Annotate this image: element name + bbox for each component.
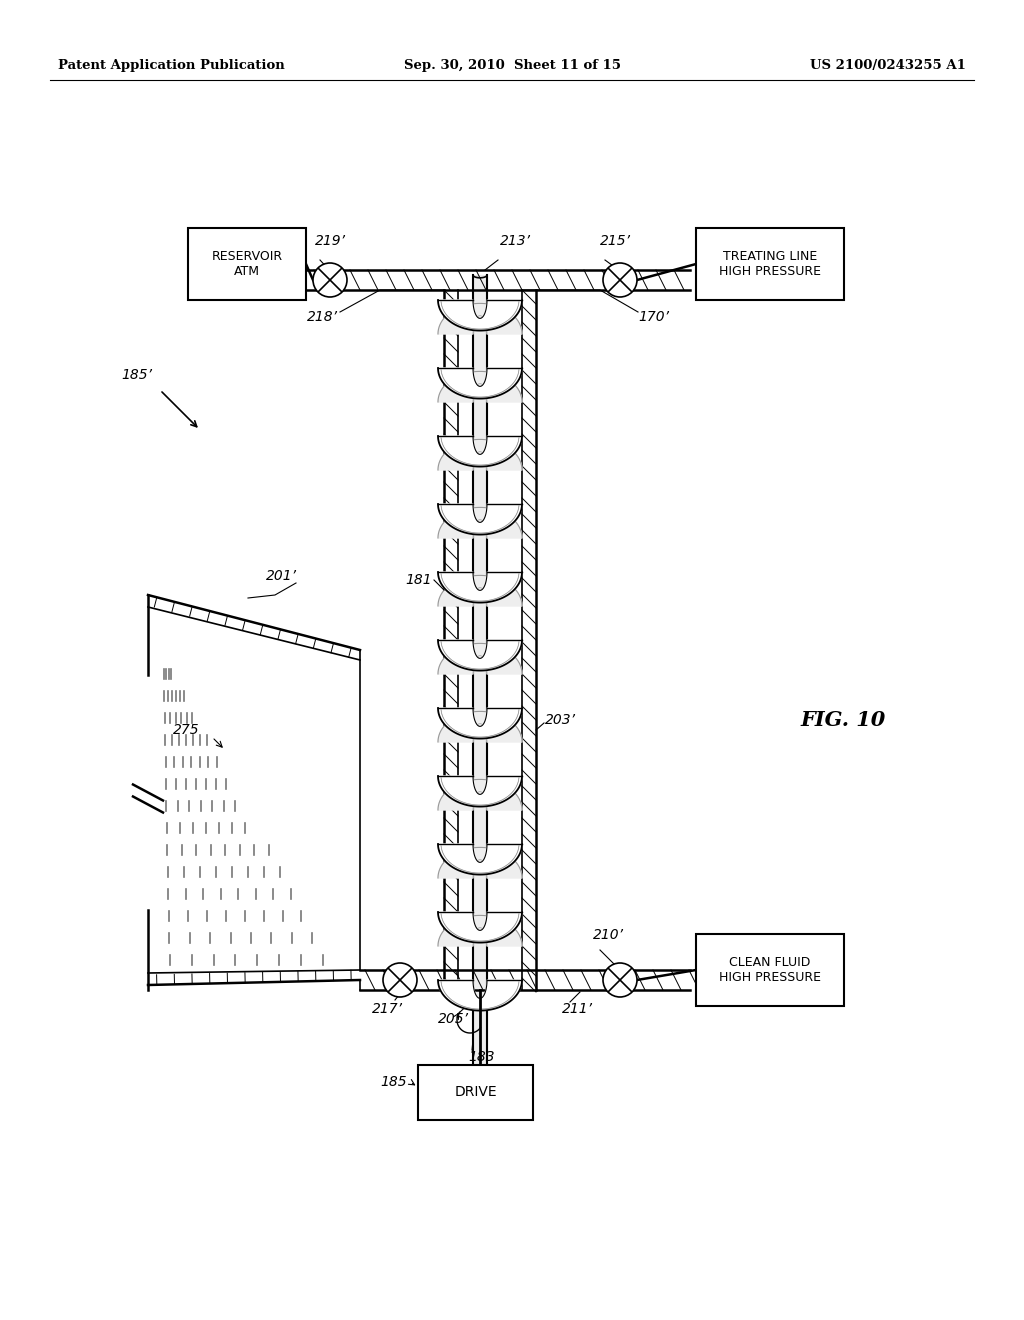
FancyBboxPatch shape bbox=[696, 228, 844, 300]
Text: 205’: 205’ bbox=[438, 1012, 469, 1026]
Polygon shape bbox=[438, 779, 522, 810]
Polygon shape bbox=[438, 776, 522, 807]
Text: TREATING LINE
HIGH PRESSURE: TREATING LINE HIGH PRESSURE bbox=[719, 249, 821, 279]
Text: 275: 275 bbox=[173, 723, 200, 737]
Text: DRIVE: DRIVE bbox=[455, 1085, 497, 1100]
Text: 185’: 185’ bbox=[121, 368, 152, 381]
Text: 211’: 211’ bbox=[562, 1002, 593, 1016]
Text: CLEAN FLUID
HIGH PRESSURE: CLEAN FLUID HIGH PRESSURE bbox=[719, 956, 821, 983]
Polygon shape bbox=[438, 843, 522, 875]
Text: 181: 181 bbox=[406, 573, 432, 587]
Polygon shape bbox=[438, 640, 522, 671]
Polygon shape bbox=[438, 711, 522, 742]
Text: RESERVOIR
ATM: RESERVOIR ATM bbox=[211, 249, 283, 279]
Text: FIG. 10: FIG. 10 bbox=[800, 710, 886, 730]
FancyBboxPatch shape bbox=[418, 1065, 534, 1119]
Polygon shape bbox=[438, 708, 522, 739]
Circle shape bbox=[603, 964, 637, 997]
Polygon shape bbox=[438, 979, 522, 1011]
Polygon shape bbox=[438, 371, 522, 403]
Text: 185: 185 bbox=[380, 1074, 407, 1089]
Polygon shape bbox=[438, 572, 522, 603]
Text: 201’: 201’ bbox=[266, 569, 297, 583]
FancyBboxPatch shape bbox=[696, 935, 844, 1006]
Text: 218’: 218’ bbox=[307, 310, 338, 323]
Text: Patent Application Publication: Patent Application Publication bbox=[58, 58, 285, 71]
Polygon shape bbox=[438, 912, 522, 942]
Polygon shape bbox=[438, 368, 522, 399]
Text: 219’: 219’ bbox=[315, 234, 346, 248]
Polygon shape bbox=[438, 576, 522, 606]
Polygon shape bbox=[438, 915, 522, 946]
Text: 203’: 203’ bbox=[545, 713, 575, 727]
Text: 213’: 213’ bbox=[500, 234, 531, 248]
Polygon shape bbox=[438, 300, 522, 330]
Text: 217’: 217’ bbox=[372, 1002, 403, 1016]
Text: 210’: 210’ bbox=[593, 928, 624, 942]
Text: 183: 183 bbox=[468, 1049, 495, 1064]
Text: 170’: 170’ bbox=[638, 310, 669, 323]
Polygon shape bbox=[438, 847, 522, 878]
Circle shape bbox=[313, 263, 347, 297]
Circle shape bbox=[603, 263, 637, 297]
Polygon shape bbox=[438, 304, 522, 334]
Polygon shape bbox=[438, 440, 522, 470]
Polygon shape bbox=[438, 436, 522, 466]
Text: US 2100/0243255 A1: US 2100/0243255 A1 bbox=[810, 58, 966, 71]
Circle shape bbox=[383, 964, 417, 997]
Polygon shape bbox=[438, 643, 522, 675]
Polygon shape bbox=[438, 504, 522, 535]
Polygon shape bbox=[438, 507, 522, 539]
Text: Sep. 30, 2010  Sheet 11 of 15: Sep. 30, 2010 Sheet 11 of 15 bbox=[403, 58, 621, 71]
FancyBboxPatch shape bbox=[188, 228, 306, 300]
Text: 215’: 215’ bbox=[600, 234, 631, 248]
